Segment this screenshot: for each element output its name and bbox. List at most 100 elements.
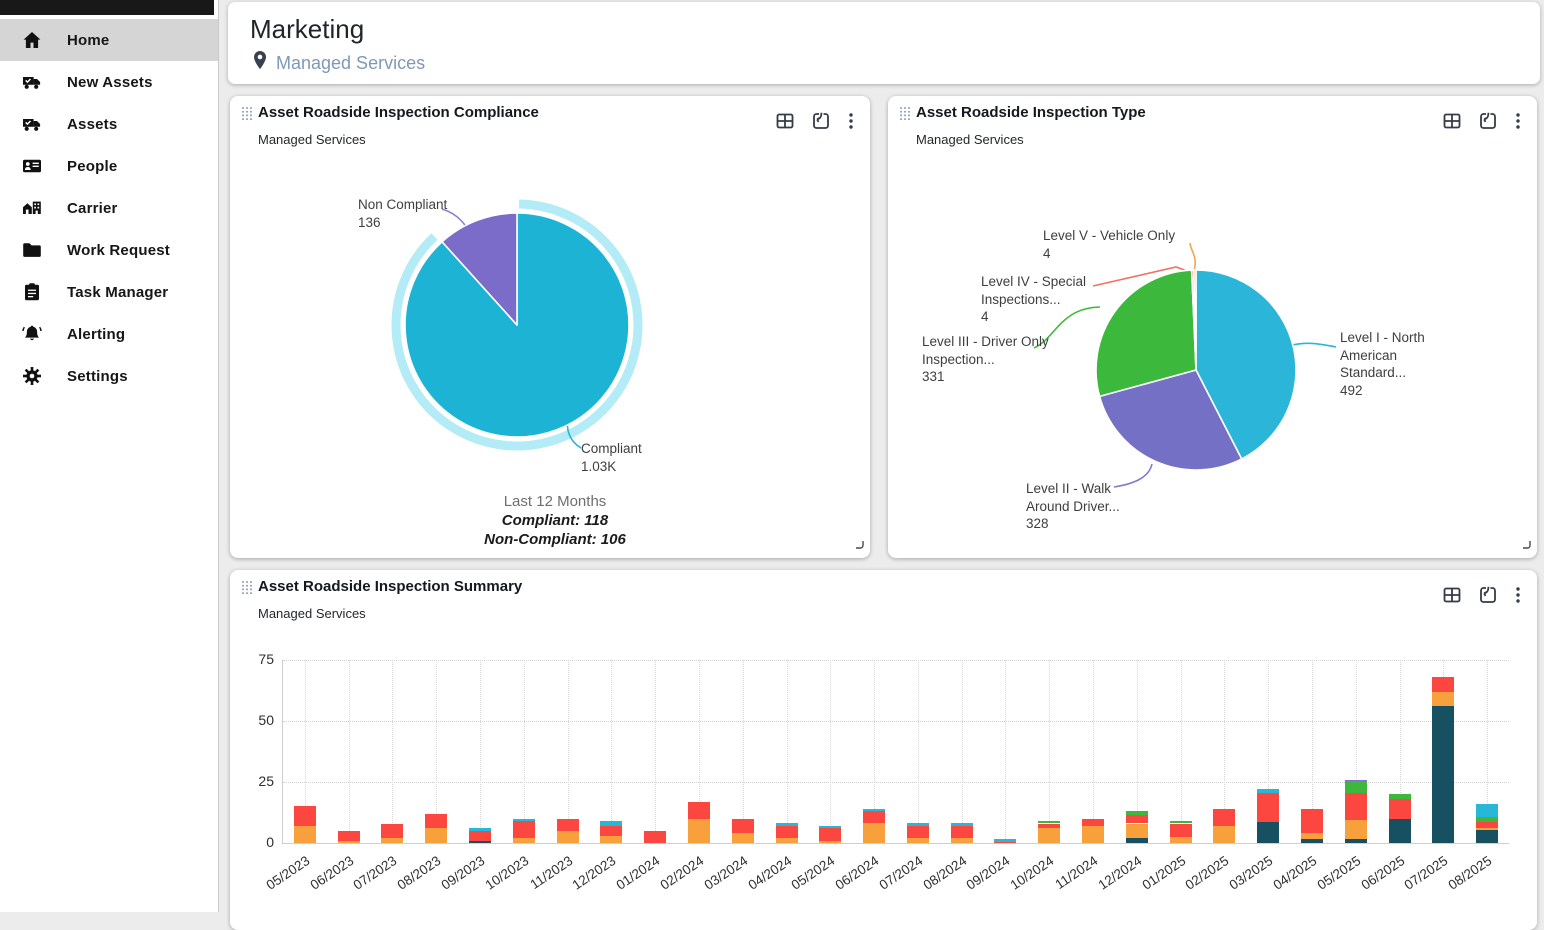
bar-segment-dark-teal[interactable] xyxy=(1125,838,1148,843)
pie-slice-level-i-north-american-standard[interactable] xyxy=(1195,269,1297,460)
bar-segment-blue[interactable] xyxy=(1476,803,1499,818)
resize-handle[interactable] xyxy=(853,537,865,555)
bar-segment-red[interactable] xyxy=(1169,823,1192,837)
more-options-icon[interactable] xyxy=(1513,584,1523,611)
bar-segment-red[interactable] xyxy=(863,811,886,824)
pie-slice-non-compliant[interactable] xyxy=(441,212,518,326)
bar-segment-red[interactable] xyxy=(1038,823,1061,829)
bar-segment-red[interactable] xyxy=(337,830,360,841)
bar-segment-green[interactable] xyxy=(1169,821,1192,824)
sidebar-item-work-request[interactable]: Work Request xyxy=(0,229,218,271)
bar-segment-red[interactable] xyxy=(293,806,316,826)
bar-segment-blue[interactable] xyxy=(600,821,623,826)
bar-segment-orange[interactable] xyxy=(1125,823,1148,839)
bar-segment-orange[interactable] xyxy=(687,818,710,843)
bar-segment-red[interactable] xyxy=(1257,793,1280,823)
bar-segment-orange[interactable] xyxy=(1300,833,1323,840)
bar-segment-blue[interactable] xyxy=(863,808,886,812)
bar-segment-red[interactable] xyxy=(1125,814,1148,824)
drag-handle-icon[interactable] xyxy=(241,106,253,126)
bar-segment-blue[interactable] xyxy=(775,823,798,826)
export-icon[interactable] xyxy=(1477,110,1499,137)
bar-segment-blue[interactable] xyxy=(906,823,929,826)
bar-segment-green[interactable] xyxy=(1038,821,1061,824)
bar-segment-orange[interactable] xyxy=(293,825,316,843)
bar-segment-red[interactable] xyxy=(819,828,842,841)
sidebar-item-people[interactable]: People xyxy=(0,145,218,187)
bar-segment-dark-teal[interactable] xyxy=(1476,829,1499,843)
pie-slice-level-ii-walk-around-driver[interactable] xyxy=(1098,369,1243,471)
table-view-icon[interactable] xyxy=(1441,584,1463,611)
bar-segment-red[interactable] xyxy=(1388,799,1411,819)
bar-segment-dark-teal[interactable] xyxy=(1344,839,1367,843)
bar-segment-red[interactable] xyxy=(381,823,404,839)
bar-segment-red[interactable] xyxy=(1300,808,1323,834)
bar-segment-blue[interactable] xyxy=(819,825,842,829)
sidebar-item-task-manager[interactable]: Task Manager xyxy=(0,271,218,313)
pie-slice-level-iii-driver-only-inspection[interactable] xyxy=(1095,269,1197,398)
pie-slice-level-v-vehicle-only[interactable] xyxy=(1193,269,1197,371)
bar-segment-orange[interactable] xyxy=(1038,828,1061,843)
bar-segment-orange[interactable] xyxy=(381,838,404,843)
bar-segment-red[interactable] xyxy=(775,825,798,839)
bar-segment-orange[interactable] xyxy=(1344,819,1367,840)
bar-segment-orange[interactable] xyxy=(1476,828,1499,830)
bar-segment-orange[interactable] xyxy=(337,840,360,843)
table-view-icon[interactable] xyxy=(1441,110,1463,137)
sidebar-item-carrier[interactable]: Carrier xyxy=(0,187,218,229)
bar-segment-red[interactable] xyxy=(644,830,667,843)
bar-segment-red[interactable] xyxy=(556,818,579,831)
bar-segment-blue[interactable] xyxy=(512,818,535,822)
sidebar-item-home[interactable]: Home xyxy=(0,19,218,61)
bar-segment-red[interactable] xyxy=(425,813,448,829)
bar-segment-green[interactable] xyxy=(1344,780,1367,793)
table-view-icon[interactable] xyxy=(774,110,796,137)
bar-segment-red[interactable] xyxy=(1082,818,1105,826)
bar-segment-dark-teal[interactable] xyxy=(1300,839,1323,843)
bar-segment-red[interactable] xyxy=(1344,793,1367,820)
bar-segment-orange[interactable] xyxy=(425,828,448,843)
sidebar-item-new-assets[interactable]: New Assets xyxy=(0,61,218,103)
bar-segment-orange[interactable] xyxy=(1169,836,1192,843)
bar-segment-red[interactable] xyxy=(731,818,754,834)
bar-segment-red[interactable] xyxy=(950,825,973,839)
bar-segment-orange[interactable] xyxy=(863,823,886,843)
bar-segment-green[interactable] xyxy=(1388,794,1411,800)
bar-segment-green[interactable] xyxy=(1125,811,1148,815)
bar-segment-orange[interactable] xyxy=(600,835,623,843)
bar-segment-red[interactable] xyxy=(469,830,492,841)
sidebar-item-alerting[interactable]: Alerting xyxy=(0,313,218,355)
bar-segment-red[interactable] xyxy=(600,825,623,836)
bar-segment-orange[interactable] xyxy=(556,830,579,843)
bar-segment-green[interactable] xyxy=(1476,817,1499,823)
sidebar-item-settings[interactable]: Settings xyxy=(0,355,218,397)
bar-segment-orange[interactable] xyxy=(731,833,754,843)
drag-handle-icon[interactable] xyxy=(241,580,253,600)
bar-segment-red[interactable] xyxy=(906,825,929,839)
bar-segment-dark-teal[interactable] xyxy=(469,840,492,843)
more-options-icon[interactable] xyxy=(1513,110,1523,137)
bar-segment-blue[interactable] xyxy=(994,839,1017,842)
bar-segment-orange[interactable] xyxy=(1213,825,1236,843)
bar-segment-blue[interactable] xyxy=(950,823,973,826)
bar-segment-orange[interactable] xyxy=(950,838,973,843)
bar-segment-red[interactable] xyxy=(1476,822,1499,829)
bar-segment-orange[interactable] xyxy=(819,840,842,843)
bar-segment-blue[interactable] xyxy=(469,828,492,831)
bar-segment-red[interactable] xyxy=(687,801,710,819)
bar-segment-red[interactable] xyxy=(512,821,535,839)
bar-segment-orange[interactable] xyxy=(512,838,535,843)
bar-segment-orange[interactable] xyxy=(1432,691,1455,707)
bar-segment-red[interactable] xyxy=(994,841,1017,843)
bar-segment-dark-teal[interactable] xyxy=(1432,706,1455,843)
bar-segment-orange[interactable] xyxy=(906,838,929,843)
bar-segment-red[interactable] xyxy=(1213,808,1236,826)
drag-handle-icon[interactable] xyxy=(899,106,911,126)
sidebar-item-assets[interactable]: Assets xyxy=(0,103,218,145)
more-options-icon[interactable] xyxy=(846,110,856,137)
bar-segment-dark-teal[interactable] xyxy=(1388,818,1411,843)
bar-segment-red[interactable] xyxy=(1432,677,1455,692)
export-icon[interactable] xyxy=(810,110,832,137)
bar-segment-purple[interactable] xyxy=(1344,779,1367,781)
export-icon[interactable] xyxy=(1477,584,1499,611)
